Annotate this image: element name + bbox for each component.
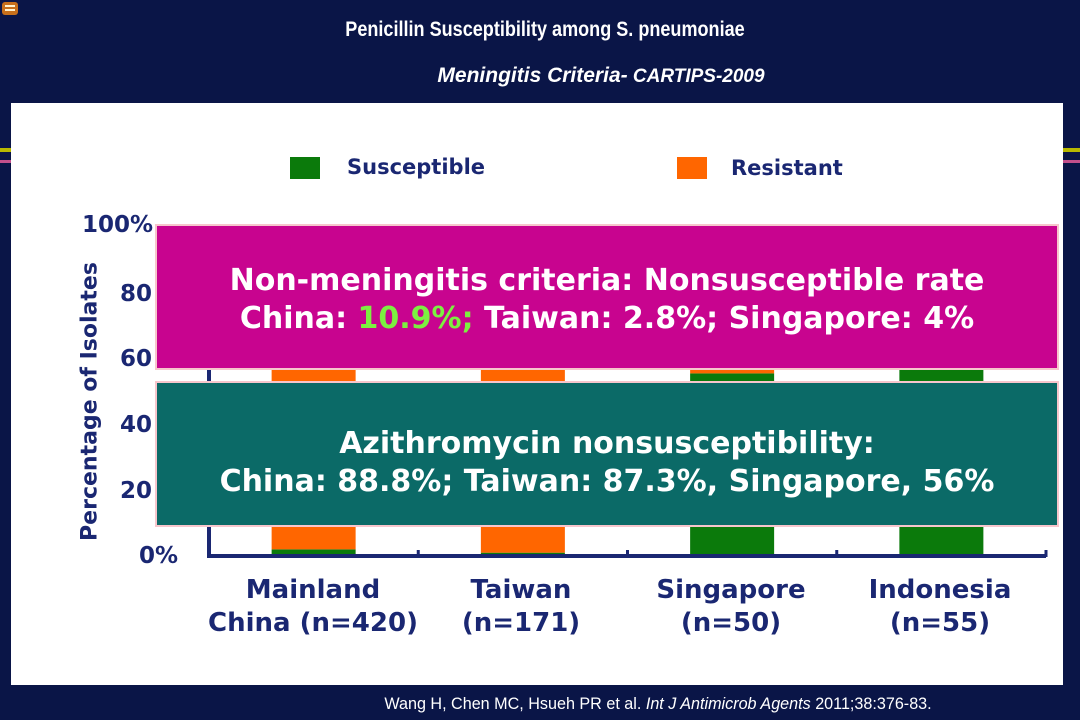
y-tick-label-4: 80 — [119, 281, 152, 307]
non-meningitis-callout: Non-meningitis criteria: Nonsusceptible … — [155, 224, 1059, 370]
citation-journal: Int J Antimicrob Agents — [645, 694, 811, 713]
x-tick-label-2: Singapore (n=50) — [656, 575, 806, 638]
bar-susceptible-0 — [271, 549, 356, 556]
decor-line-right-2 — [1063, 160, 1080, 163]
azithromycin-callout: Azithromycin nonsusceptibility: China: 8… — [155, 381, 1059, 527]
citation: Wang H, Chen MC, Hsueh PR et al. Int J A… — [384, 694, 932, 713]
x-tick-label-3: Indonesia (n=55) — [868, 575, 1012, 638]
slide-subtitle: Meningitis Criteria- CARTIPS-2009 — [0, 64, 1080, 88]
legend-swatch-resistant — [677, 157, 707, 179]
legend-label-resistant: Resistant — [731, 156, 843, 180]
y-tick-label-0: 0% — [138, 543, 178, 569]
non-meningitis-line1: Non-meningitis criteria: Nonsusceptible … — [229, 263, 985, 298]
decor-line-right — [1063, 148, 1080, 152]
x-tick-label-1: Taiwan (n=171) — [461, 575, 581, 638]
decor-line-left-2 — [0, 160, 11, 163]
comment-icon[interactable] — [2, 2, 18, 15]
azithromycin-line2: China: 88.8%; Taiwan: 87.3%, Singapore, … — [219, 464, 995, 499]
y-tick-label-2: 40 — [119, 412, 152, 438]
legend-swatch-susceptible — [290, 157, 320, 179]
subtitle-source: CARTIPS-2009 — [627, 66, 765, 87]
slide-title: Penicillin Susceptibility among S. pneum… — [345, 18, 745, 41]
subtitle-main: Meningitis Criteria- — [437, 64, 628, 87]
y-tick-label-5: 100% — [82, 212, 154, 238]
china-rate-highlight: 10.9%; — [357, 301, 474, 336]
decor-line-left — [0, 148, 11, 152]
y-tick-label-3: 60 — [119, 346, 152, 372]
x-tick-label-0: Mainland China (n=420) — [208, 575, 418, 638]
non-meningitis-line2: China: 10.9%; Taiwan: 2.8%; Singapore: 4… — [239, 301, 975, 336]
y-tick-label-1: 20 — [119, 478, 152, 504]
azithromycin-line1: Azithromycin nonsusceptibility: — [339, 426, 875, 461]
legend-label-susceptible: Susceptible — [347, 155, 486, 179]
